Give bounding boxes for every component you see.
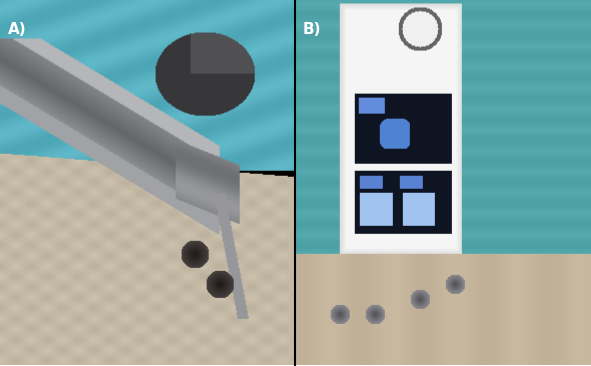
Text: B): B) (303, 22, 322, 37)
Text: A): A) (8, 22, 27, 37)
